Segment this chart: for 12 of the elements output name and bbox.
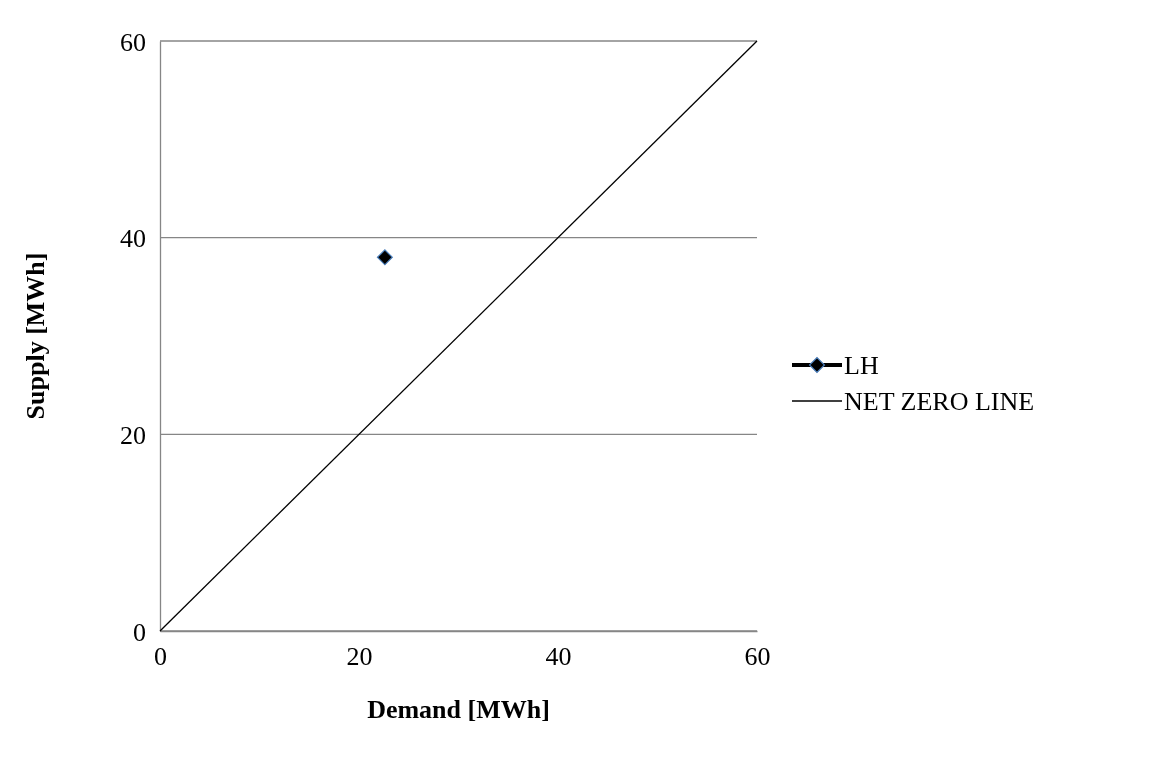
x-tick-label: 0 (154, 642, 167, 672)
legend-label: NET ZERO LINE (844, 387, 1035, 417)
x-tick-label: 40 (545, 642, 572, 672)
legend-label: LH (844, 351, 879, 381)
y-tick-label: 0 (133, 617, 146, 647)
x-tick-label: 60 (744, 642, 771, 672)
y-tick-label: 60 (120, 27, 146, 57)
x-tick-label: 20 (346, 642, 373, 672)
x-axis-title: Demand [MWh] (367, 695, 550, 724)
y-tick-label: 20 (120, 420, 146, 450)
y-axis-title: Supply [MWh] (21, 252, 50, 420)
y-tick-label: 40 (120, 224, 146, 254)
